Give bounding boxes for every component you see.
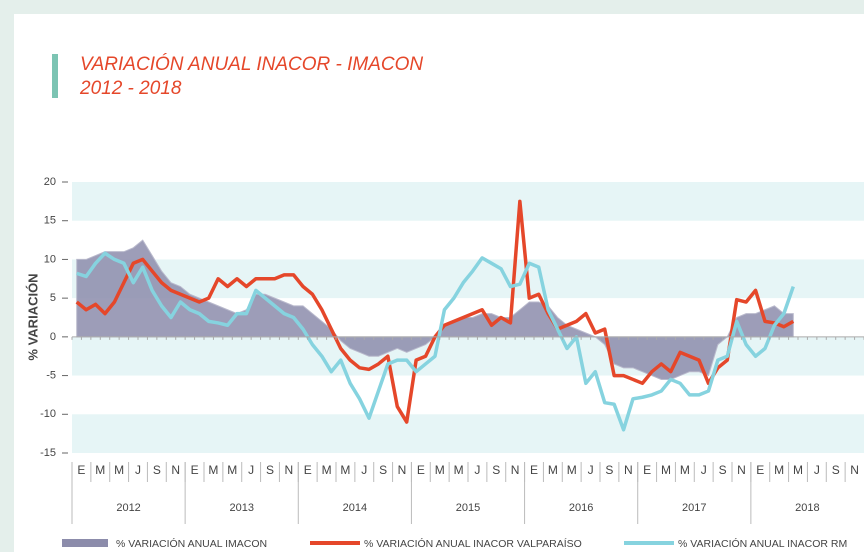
x-tick-label: J <box>248 463 254 477</box>
line <box>76 251 795 432</box>
y-tick-label: 15 <box>44 215 56 227</box>
x-tick-label: J <box>814 463 820 477</box>
y-tick-label: 10 <box>44 253 56 265</box>
legend-label: % VARIACIÓN ANUAL INACOR RM <box>678 537 847 550</box>
x-tick-label: J <box>701 463 707 477</box>
legend-swatch <box>62 539 108 547</box>
x-tick-label: S <box>719 463 727 477</box>
y-tick-label: 5 <box>50 292 56 304</box>
x-tick-label: J <box>588 463 594 477</box>
x-tick-label: S <box>605 463 613 477</box>
x-tick-label: M <box>661 463 671 477</box>
x-tick-label: S <box>266 463 274 477</box>
band <box>72 414 864 453</box>
x-tick-label: M <box>227 463 237 477</box>
y-tick-label: 0 <box>50 331 56 343</box>
x-tick-label: M <box>454 463 464 477</box>
x-tick-label: N <box>624 463 633 477</box>
title-bar <box>52 54 58 98</box>
x-tick-label: E <box>191 463 199 477</box>
y-tick-label: -15 <box>40 447 56 459</box>
x-tick-label: E <box>77 463 85 477</box>
x-tick-label: M <box>567 463 577 477</box>
x-tick-label: M <box>114 463 124 477</box>
x-tick-label: N <box>737 463 746 477</box>
chart-subtitle: 2012 - 2018 <box>79 78 182 99</box>
x-tick-label: M <box>774 463 784 477</box>
x-tick-label: M <box>680 463 690 477</box>
legend-label: % VARIACIÓN ANUAL INACOR VALPARAÍSO <box>364 537 582 550</box>
x-tick-label: N <box>285 463 294 477</box>
y-tick-label: -10 <box>40 408 56 420</box>
x-tick-label: E <box>530 463 538 477</box>
y-axis-label: % VARIACIÓN <box>25 273 40 360</box>
x-tick-label: M <box>208 463 218 477</box>
year-label: 2013 <box>229 502 253 514</box>
x-tick-label: S <box>379 463 387 477</box>
x-tick-label: E <box>643 463 651 477</box>
x-tick-label: E <box>304 463 312 477</box>
x-tick-label: M <box>322 463 332 477</box>
x-tick-label: M <box>548 463 558 477</box>
year-label: 2016 <box>569 502 593 514</box>
year-label: 2015 <box>456 502 480 514</box>
year-label: 2012 <box>116 502 140 514</box>
x-tick-label: M <box>340 463 350 477</box>
x-tick-label: N <box>511 463 520 477</box>
x-tick-label: S <box>492 463 500 477</box>
legend-label: % VARIACIÓN ANUAL IMACON <box>116 537 267 550</box>
band <box>72 182 864 221</box>
x-tick-label: E <box>417 463 425 477</box>
year-label: 2018 <box>795 502 819 514</box>
x-tick-label: N <box>850 463 859 477</box>
x-tick-label: J <box>474 463 480 477</box>
x-tick-label: M <box>435 463 445 477</box>
year-label: 2014 <box>343 502 367 514</box>
x-tick-label: J <box>361 463 367 477</box>
chart-title: VARIACIÓN ANUAL INACOR - IMACON <box>80 53 423 75</box>
x-tick-label: N <box>171 463 180 477</box>
year-label: 2017 <box>682 502 706 514</box>
y-tick-label: -5 <box>46 369 56 381</box>
x-tick-label: M <box>95 463 105 477</box>
x-tick-label: S <box>153 463 161 477</box>
x-tick-label: S <box>832 463 840 477</box>
x-tick-label: J <box>135 463 141 477</box>
x-tick-label: M <box>793 463 803 477</box>
x-tick-label: E <box>756 463 764 477</box>
x-tick-label: N <box>398 463 407 477</box>
y-tick-label: 20 <box>44 176 56 188</box>
